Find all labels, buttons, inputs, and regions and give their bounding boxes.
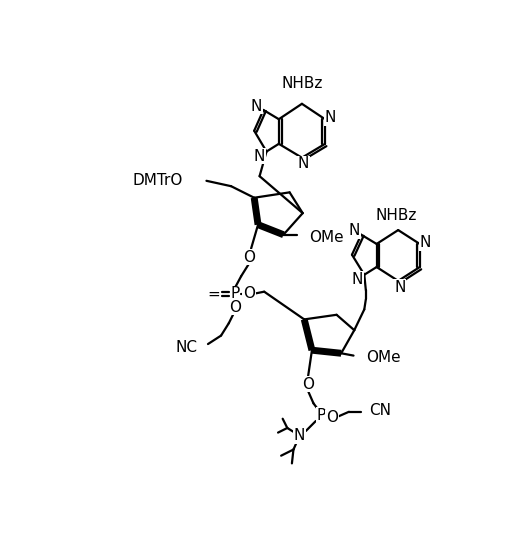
Text: NC: NC — [176, 340, 198, 355]
Text: NHBz: NHBz — [377, 208, 419, 223]
Text: OMe: OMe — [309, 229, 343, 245]
Text: =: = — [208, 286, 221, 301]
Text: N: N — [254, 149, 265, 164]
Text: N: N — [298, 157, 309, 172]
Text: N: N — [294, 428, 305, 443]
Text: O: O — [243, 250, 255, 265]
Text: N: N — [394, 280, 406, 295]
Text: N: N — [348, 223, 360, 238]
Text: O: O — [302, 377, 314, 392]
Text: CN: CN — [369, 403, 391, 418]
Text: N: N — [352, 272, 363, 287]
Text: O: O — [229, 300, 241, 315]
Text: NHBz: NHBz — [376, 208, 417, 223]
Text: N: N — [325, 110, 336, 125]
Text: OMe: OMe — [366, 350, 400, 365]
Text: P: P — [317, 408, 326, 423]
Text: N: N — [419, 235, 431, 250]
Text: O: O — [208, 286, 220, 301]
Text: P: P — [230, 286, 240, 301]
Text: N: N — [251, 99, 262, 114]
Text: O: O — [326, 411, 338, 426]
Text: DMTrO: DMTrO — [133, 173, 183, 188]
Text: NHBz: NHBz — [281, 76, 323, 91]
Text: O: O — [243, 286, 255, 301]
